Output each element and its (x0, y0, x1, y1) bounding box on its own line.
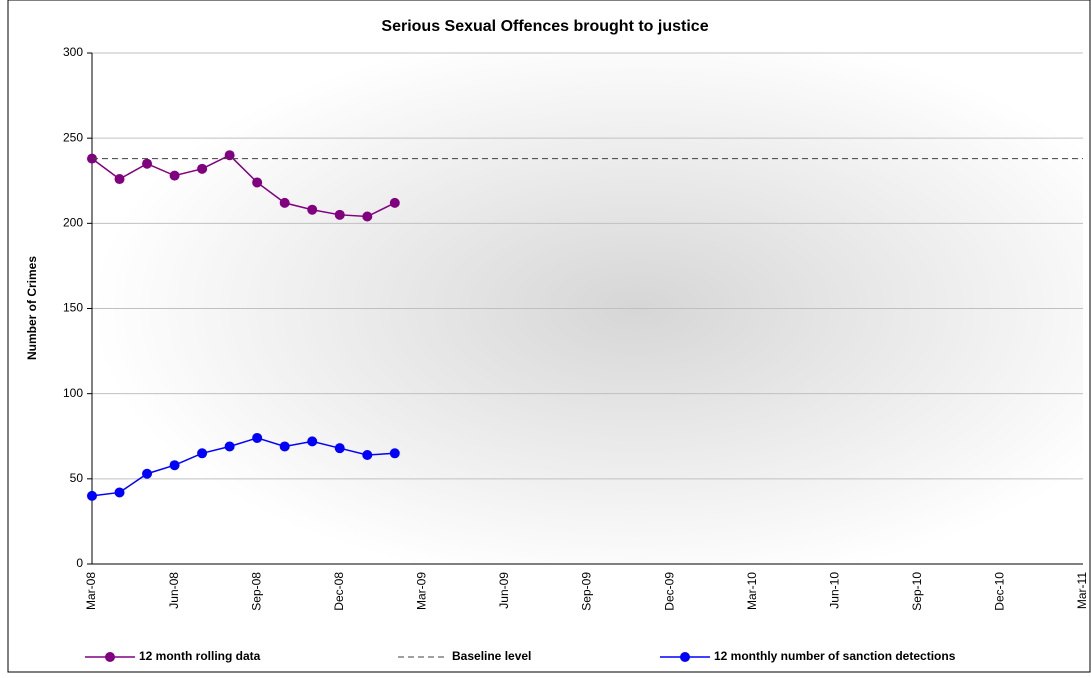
data-point (334, 209, 345, 220)
y-tick-label: 0 (76, 556, 83, 570)
x-tick-label: Dec-08 (332, 572, 346, 611)
data-point (169, 460, 180, 471)
data-point (142, 468, 153, 479)
y-tick-label: 100 (63, 386, 83, 400)
x-tick-label: Mar-08 (84, 572, 98, 610)
data-point (389, 197, 400, 208)
x-tick-label: Mar-10 (745, 572, 759, 610)
data-point (362, 211, 373, 222)
y-tick-label: 200 (63, 216, 83, 230)
x-tick-label: Dec-10 (993, 572, 1007, 611)
x-tick-label: Dec-09 (662, 572, 676, 611)
data-point (362, 449, 373, 460)
data-point (307, 204, 318, 215)
x-tick-label: Jun-09 (497, 572, 511, 609)
data-point (252, 432, 263, 443)
x-tick-label: Sep-08 (249, 572, 263, 611)
data-point (142, 158, 153, 169)
y-tick-label: 150 (63, 301, 83, 315)
data-point (169, 170, 180, 181)
x-tick-label: Jun-10 (827, 572, 841, 609)
legend-label: 12 month rolling data (139, 649, 261, 663)
data-point (279, 197, 290, 208)
data-point (197, 163, 208, 174)
data-point (279, 441, 290, 452)
data-point (307, 436, 318, 447)
data-point (114, 174, 125, 185)
data-point (224, 150, 235, 161)
x-tick-label: Mar-09 (415, 572, 429, 610)
data-point (114, 487, 125, 498)
y-tick-label: 250 (63, 130, 83, 144)
y-axis-title: Number of Crimes (25, 256, 39, 360)
legend-marker (680, 652, 690, 662)
data-point (197, 448, 208, 459)
chart-title: Serious Sexual Offences brought to justi… (381, 18, 708, 35)
x-tick-label: Jun-08 (167, 572, 181, 609)
legend-label: Baseline level (452, 649, 531, 663)
data-point (389, 448, 400, 459)
x-tick-label: Sep-10 (910, 572, 924, 611)
data-point (87, 490, 97, 501)
y-tick-label: 50 (70, 471, 84, 485)
legend-marker (105, 652, 115, 662)
data-point (334, 443, 345, 454)
y-tick-label: 300 (63, 45, 83, 59)
data-point (224, 441, 235, 452)
data-point (252, 177, 263, 188)
x-tick-label: Mar-11 (1075, 572, 1089, 609)
x-tick-label: Sep-09 (580, 572, 594, 611)
legend-label: 12 monthly number of sanction detections (714, 649, 956, 663)
